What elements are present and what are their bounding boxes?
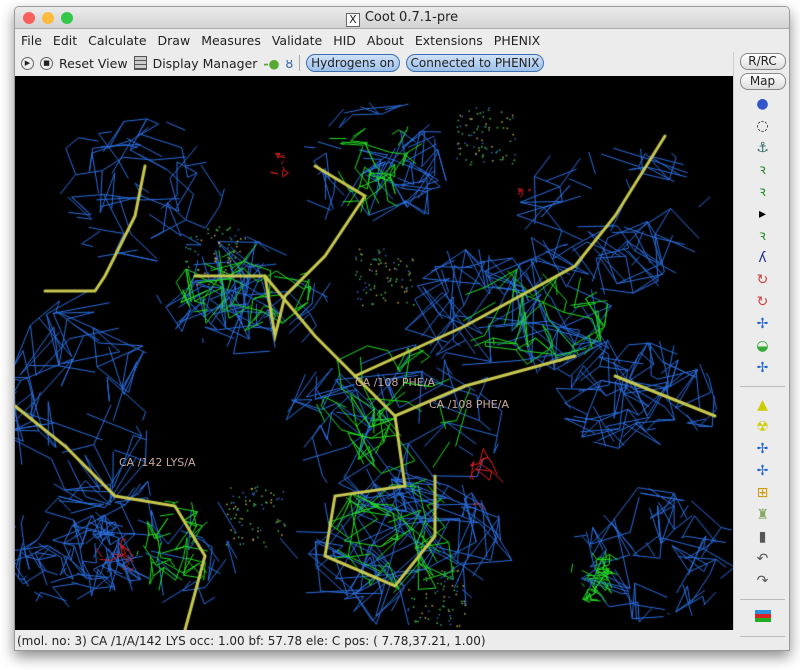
mutate-auto-fit-icon[interactable]: ✢ (756, 360, 769, 376)
hydrogens-toggle[interactable]: Hydrogens on (306, 54, 400, 72)
undo-icon[interactable]: ↶ (756, 551, 769, 567)
menu-file[interactable]: File (21, 32, 42, 48)
side-chain-180-icon[interactable]: ↻ (756, 294, 769, 310)
menu-measures[interactable]: Measures (201, 32, 261, 48)
window-title-text: Coot 0.7.1-pre (364, 10, 459, 25)
stop-icon[interactable]: ■ (40, 56, 53, 70)
add-alt-conf-icon[interactable]: ☢ (756, 419, 769, 435)
separator (740, 599, 785, 600)
flip-peptide-icon[interactable]: ↻ (756, 272, 769, 288)
map-button[interactable]: Map (739, 73, 786, 90)
menu-about[interactable]: About (366, 32, 404, 48)
add-water-icon[interactable]: ⊞ (756, 485, 769, 501)
toolbar-separator (299, 55, 301, 71)
menu-edit[interactable]: Edit (52, 32, 78, 48)
add-residue-icon[interactable]: ✢ (756, 463, 769, 479)
auto-fit-rotamer-icon[interactable]: ◌ (756, 118, 769, 134)
flag-icon[interactable] (754, 607, 772, 629)
go-to-atom-icon[interactable]: -● (263, 55, 280, 71)
redo-icon[interactable]: ↷ (756, 573, 769, 589)
menu-validate[interactable]: Validate (271, 32, 323, 48)
menu-phenix[interactable]: PHENIX (493, 32, 541, 48)
menu-calculate[interactable]: Calculate (88, 32, 147, 48)
add-terminal-residue-icon[interactable]: ▲ (757, 397, 768, 413)
zoom-button[interactable] (61, 12, 73, 24)
model-fit-toolbar: R/RC Map ●◌⚓ꝛꝛ▸ꝛʎ↻↻✢◒✢ ▲☢✢✢⊞♜▮↶↷ ▷ (733, 52, 789, 650)
expand-arrow-icon[interactable]: ▷ (754, 644, 772, 650)
reset-view-button[interactable]: Reset View (59, 55, 128, 71)
graphics-viewport[interactable]: CA /108 PHE/A CA /108 PHE/A CA /142 LYS/… (15, 76, 733, 630)
play-icon[interactable]: ▶ (21, 56, 34, 70)
x11-icon: X (345, 13, 360, 27)
torsion-general-icon[interactable]: ꝛ (759, 184, 766, 200)
rrc-button[interactable]: R/RC (739, 53, 786, 70)
status-bar: (mol. no: 3) CA /1/A/142 LYS occ: 1.00 b… (17, 634, 486, 648)
refine-icon[interactable]: ʎ (758, 250, 767, 266)
separator (740, 386, 785, 387)
close-button[interactable] (23, 12, 35, 24)
rotamers-icon[interactable]: ⚓ (756, 140, 769, 156)
place-atom-icon[interactable]: ✢ (756, 441, 769, 457)
display-manager-button[interactable]: Display Manager (152, 55, 258, 71)
minimize-button[interactable] (42, 12, 54, 24)
rotate-translate-zone-icon[interactable]: ● (756, 96, 769, 112)
atom-label: CA /142 LYS/A (119, 456, 196, 469)
menu-extensions[interactable]: Extensions (414, 32, 483, 48)
atom-label: CA /108 PHE/A (355, 376, 435, 389)
regularize-icon[interactable]: ꝛ (759, 228, 766, 244)
title-bar: X Coot 0.7.1-pre (15, 7, 789, 29)
density-map-canvas[interactable] (15, 76, 733, 630)
phenix-connection-button[interactable]: Connected to PHENIX (405, 54, 545, 72)
toolbar: ▶ ■ Reset View Display Manager -● ȣ Hydr… (15, 51, 789, 75)
cis-trans-icon[interactable]: ✢ (756, 316, 769, 332)
backrub-icon[interactable]: ♜ (756, 507, 769, 523)
edit-chi-angles-icon[interactable]: ꝛ (759, 162, 766, 178)
separator (740, 636, 785, 637)
molecule-icon[interactable]: ȣ (285, 55, 294, 71)
delete-icon[interactable]: ▮ (758, 529, 767, 545)
menu-bar: File Edit Calculate Draw Measures Valida… (15, 29, 789, 51)
menu-draw[interactable]: Draw (157, 32, 191, 48)
display-manager-icon (133, 56, 147, 70)
more-arrow-icon[interactable]: ▸ (758, 206, 767, 222)
window-title: X Coot 0.7.1-pre (15, 10, 789, 27)
menu-hid[interactable]: HID (333, 32, 356, 48)
coot-window: X Coot 0.7.1-pre File Edit Calculate Draw… (14, 6, 790, 651)
side-chain-icon[interactable]: ◒ (756, 338, 769, 354)
atom-label: CA /108 PHE/A (429, 398, 509, 411)
